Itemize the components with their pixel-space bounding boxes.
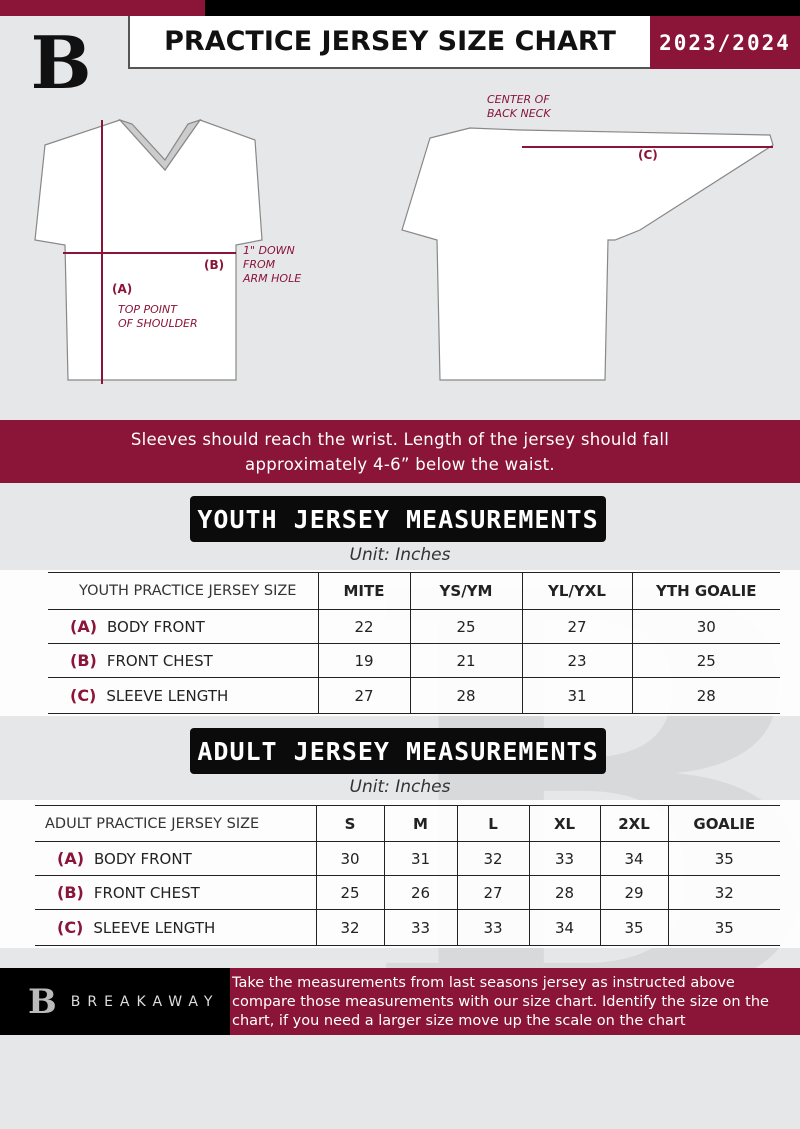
youth-size-table: YOUTH PRACTICE JERSEY SIZE MITE YS/YM YL… bbox=[48, 572, 780, 714]
cell: 31 bbox=[383, 841, 457, 876]
cell: 33 bbox=[528, 841, 600, 876]
cell: 32 bbox=[667, 875, 780, 910]
cell: 22 bbox=[317, 609, 410, 644]
label-c: (C) bbox=[638, 148, 658, 162]
table-row: (C) SLEEVE LENGTH 27 28 31 28 bbox=[48, 677, 780, 714]
note-top-point-shoulder: TOP POINT OF SHOULDER bbox=[118, 303, 198, 330]
header-cell: GOALIE bbox=[667, 805, 780, 842]
header-cell: 2XL bbox=[599, 805, 668, 842]
row-letter: (B) bbox=[70, 651, 97, 670]
cell: 28 bbox=[631, 677, 780, 714]
cell: 29 bbox=[599, 875, 668, 910]
row-letter: (A) bbox=[57, 849, 85, 868]
cell: 23 bbox=[521, 643, 632, 678]
note-center-back-neck: CENTER OF BACK NECK bbox=[487, 93, 551, 120]
cell: 26 bbox=[383, 875, 457, 910]
cell: 25 bbox=[631, 643, 780, 678]
adult-unit: Unit: Inches bbox=[349, 777, 451, 797]
note-arm-hole: 1" DOWN FROM ARM HOLE bbox=[243, 244, 302, 285]
adult-size-table: ADULT PRACTICE JERSEY SIZE S M L XL 2XL … bbox=[35, 805, 780, 946]
header-cell: YL/YXL bbox=[521, 572, 632, 610]
cell: 32 bbox=[315, 909, 384, 946]
cell: 19 bbox=[317, 643, 410, 678]
cell: 25 bbox=[315, 875, 384, 910]
header-cell: ADULT PRACTICE JERSEY SIZE bbox=[35, 805, 316, 842]
row-letter: (C) bbox=[57, 918, 84, 937]
breakaway-logo: B bbox=[30, 20, 92, 105]
row-label: FRONT CHEST bbox=[93, 884, 200, 902]
cell: 31 bbox=[521, 677, 632, 714]
front-collar bbox=[118, 118, 202, 171]
table-row: (C) SLEEVE LENGTH 32 33 33 34 35 35 bbox=[35, 909, 780, 946]
jersey-diagram bbox=[34, 118, 774, 384]
front-jersey bbox=[34, 119, 263, 381]
adult-section-title: ADULT JERSEY MEASUREMENTS bbox=[190, 728, 606, 774]
cell: 34 bbox=[599, 841, 668, 876]
row-label: BODY FRONT bbox=[94, 850, 192, 868]
top-black-bar bbox=[205, 0, 800, 16]
header-cell: YS/YM bbox=[409, 572, 522, 610]
row-label: SLEEVE LENGTH bbox=[106, 687, 229, 705]
youth-unit: Unit: Inches bbox=[349, 545, 451, 565]
footer-brand: B BREAKAWAY bbox=[0, 968, 230, 1035]
youth-section-title: YOUTH JERSEY MEASUREMENTS bbox=[190, 496, 606, 542]
header-cell: YOUTH PRACTICE JERSEY SIZE bbox=[48, 572, 318, 610]
row-label: FRONT CHEST bbox=[106, 652, 213, 670]
footer-logo-icon: B bbox=[28, 981, 57, 1022]
footer-instructions: Take the measurements from last seasons … bbox=[230, 968, 800, 1035]
top-accent-bar bbox=[0, 0, 205, 16]
row-label: SLEEVE LENGTH bbox=[93, 919, 216, 937]
cell: 28 bbox=[409, 677, 522, 714]
cell: 32 bbox=[456, 841, 529, 876]
instructions-text: Sleeves should reach the wrist. Length o… bbox=[130, 430, 670, 474]
table-row: (A) BODY FRONT 22 25 27 30 bbox=[48, 609, 780, 644]
brand-name: BREAKAWAY bbox=[70, 993, 220, 1010]
header-cell: YTH GOALIE bbox=[631, 572, 780, 610]
page-title: PRACTICE JERSEY SIZE CHART bbox=[128, 16, 650, 69]
cell: 28 bbox=[528, 875, 600, 910]
season-badge: 2023/2024 bbox=[650, 16, 800, 69]
cell: 35 bbox=[599, 909, 668, 946]
cell: 34 bbox=[528, 909, 600, 946]
header-cell: M bbox=[383, 805, 457, 842]
cell: 25 bbox=[409, 609, 522, 644]
table-header-row: ADULT PRACTICE JERSEY SIZE S M L XL 2XL … bbox=[35, 805, 780, 842]
cell: 30 bbox=[631, 609, 780, 644]
table-row: (B) FRONT CHEST 19 21 23 25 bbox=[48, 643, 780, 678]
row-label: BODY FRONT bbox=[107, 618, 205, 636]
cell: 30 bbox=[315, 841, 384, 876]
back-jersey bbox=[401, 127, 774, 381]
cell: 33 bbox=[383, 909, 457, 946]
cell: 27 bbox=[317, 677, 410, 714]
instructions-banner: Sleeves should reach the wrist. Length o… bbox=[0, 420, 800, 483]
table-row: (B) FRONT CHEST 25 26 27 28 29 32 bbox=[35, 875, 780, 910]
header-cell: MITE bbox=[317, 572, 410, 610]
cell: 21 bbox=[409, 643, 522, 678]
label-b: (B) bbox=[204, 258, 225, 272]
row-letter: (C) bbox=[70, 686, 97, 705]
row-letter: (B) bbox=[57, 883, 84, 902]
cell: 35 bbox=[667, 909, 780, 946]
header-cell: L bbox=[456, 805, 529, 842]
label-a: (A) bbox=[112, 282, 133, 296]
cell: 27 bbox=[456, 875, 529, 910]
header-cell: XL bbox=[528, 805, 600, 842]
cell: 33 bbox=[456, 909, 529, 946]
header-cell: S bbox=[315, 805, 384, 842]
table-row: (A) BODY FRONT 30 31 32 33 34 35 bbox=[35, 841, 780, 876]
table-header-row: YOUTH PRACTICE JERSEY SIZE MITE YS/YM YL… bbox=[48, 572, 780, 610]
row-letter: (A) bbox=[70, 617, 98, 636]
cell: 27 bbox=[521, 609, 632, 644]
cell: 35 bbox=[667, 841, 780, 876]
